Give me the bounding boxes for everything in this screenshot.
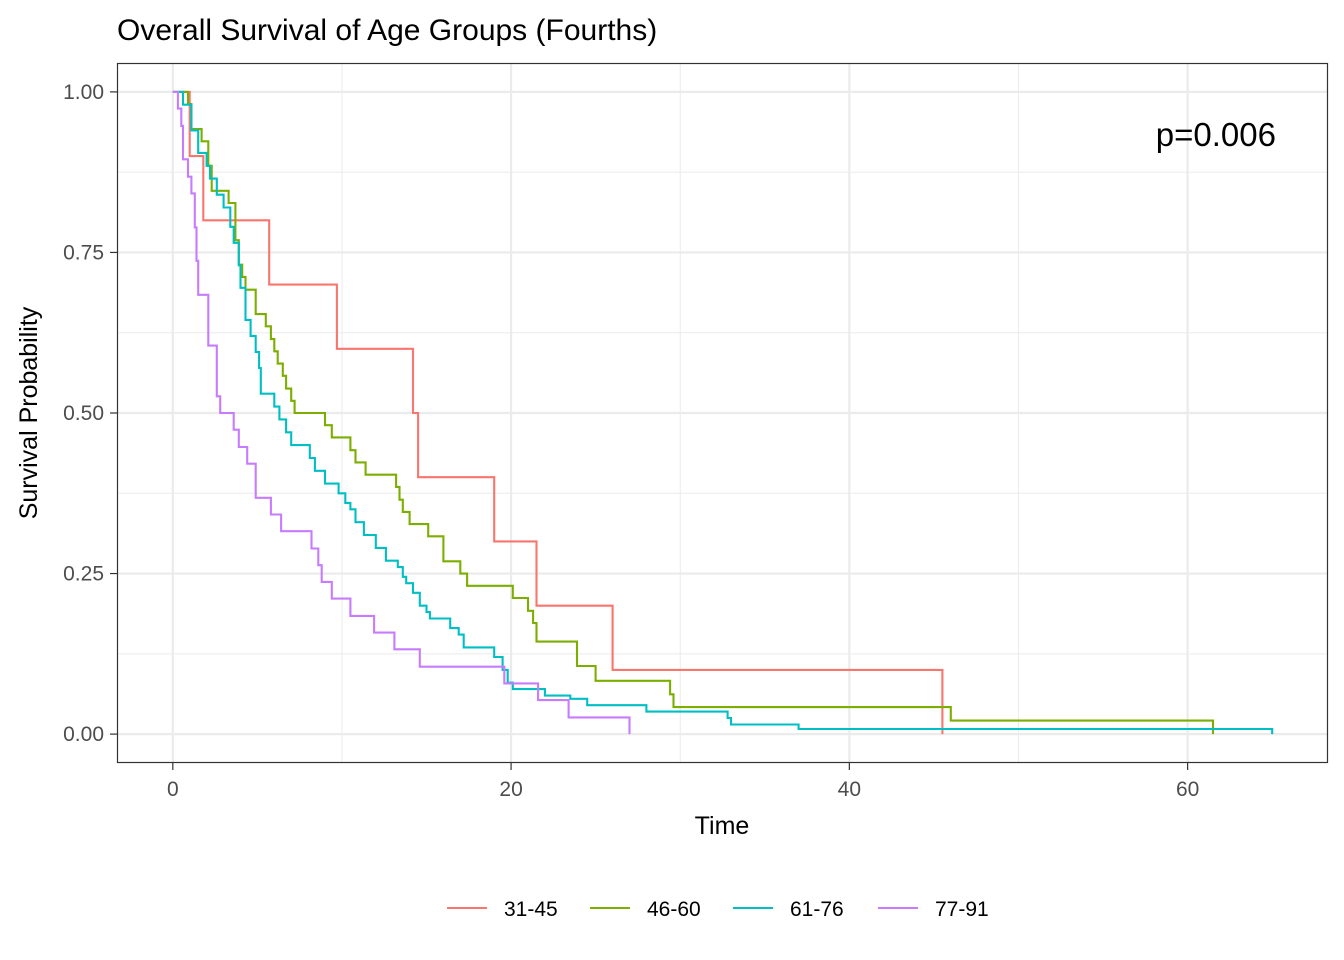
series-line-31-45 (172, 90, 944, 735)
grid-major (117, 63, 1328, 763)
chart-title: Overall Survival of Age Groups (Fourths) (117, 14, 657, 47)
legend-label: 46-60 (647, 898, 701, 921)
y-tick-label: 0.50 (63, 402, 104, 425)
series-line-77-91 (172, 90, 631, 735)
y-tick-label: 1.00 (63, 81, 104, 104)
y-tick-label: 0.00 (63, 723, 104, 746)
x-axis-title: Time (695, 812, 750, 840)
legend: 31-45 46-60 61-76 77-91 (447, 898, 989, 921)
y-axis-ticks: 0.00 0.25 0.50 0.75 1.00 (63, 81, 117, 746)
legend-label: 77-91 (935, 898, 989, 921)
legend-label: 31-45 (504, 898, 558, 921)
plot-border (116, 62, 1329, 764)
y-tick-label: 0.75 (63, 241, 104, 264)
legend-label: 61-76 (790, 898, 844, 921)
x-tick-label: 60 (1176, 778, 1199, 801)
x-axis-ticks: 0 20 40 60 (167, 763, 1199, 801)
y-tick-label: 0.25 (63, 563, 104, 586)
p-value-annotation: p=0.006 (1156, 116, 1276, 153)
y-axis-title: Survival Probability (15, 306, 43, 519)
series-line-46-60 (172, 90, 1215, 735)
x-tick-label: 0 (167, 778, 179, 801)
x-tick-label: 40 (838, 778, 861, 801)
x-tick-label: 20 (499, 778, 522, 801)
series-layer (172, 90, 1274, 735)
